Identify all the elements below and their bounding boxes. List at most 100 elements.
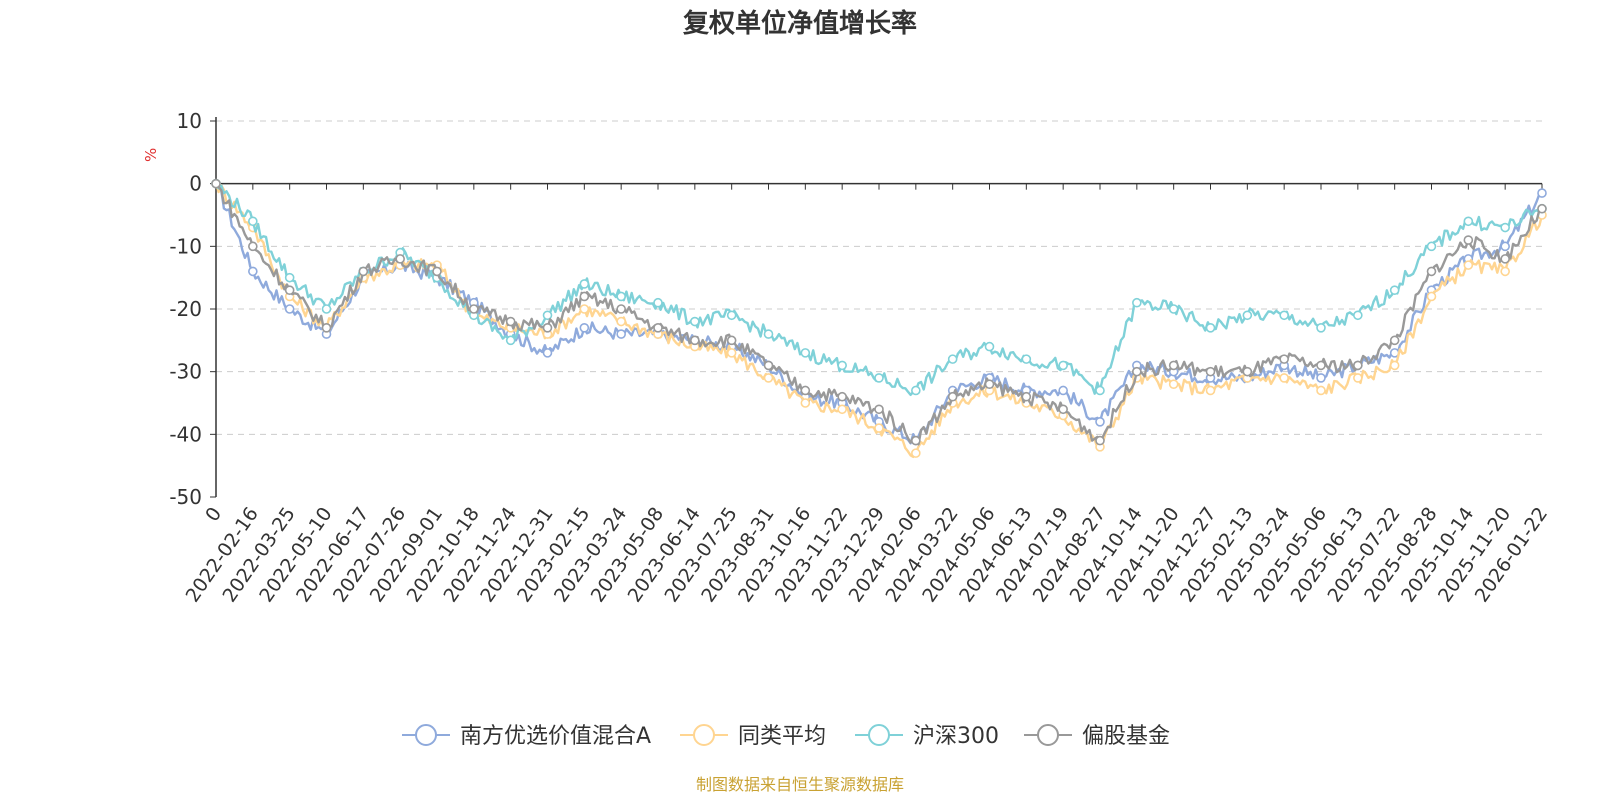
data-point bbox=[1168, 360, 1179, 371]
data-point bbox=[947, 354, 958, 364]
data-point bbox=[837, 404, 847, 415]
data-point bbox=[1426, 291, 1437, 302]
axes: 100-10-20-30-40-5002022-02-162022-03-252… bbox=[169, 109, 1552, 606]
data-point bbox=[1132, 366, 1142, 377]
data-point bbox=[505, 316, 516, 327]
data-point bbox=[1095, 416, 1105, 427]
data-point bbox=[1242, 310, 1253, 321]
y-tick-label: -10 bbox=[169, 234, 202, 258]
data-point bbox=[1463, 260, 1474, 270]
data-point bbox=[395, 254, 405, 264]
data-point bbox=[1500, 222, 1510, 233]
data-point bbox=[248, 266, 258, 277]
data-point bbox=[321, 304, 332, 314]
data-point bbox=[726, 348, 737, 358]
data-point bbox=[1426, 241, 1437, 252]
data-point bbox=[1426, 266, 1437, 277]
data-point bbox=[1132, 297, 1142, 308]
data-point bbox=[1279, 310, 1289, 321]
data-point bbox=[1168, 304, 1179, 314]
legend-item-3[interactable]: 偏股基金 bbox=[1024, 724, 1170, 749]
data-point bbox=[616, 291, 626, 302]
legend-item-2[interactable]: 沪深300 bbox=[855, 724, 999, 749]
data-point bbox=[1205, 385, 1216, 396]
data-point bbox=[284, 285, 295, 296]
data-point bbox=[284, 304, 295, 314]
data-point bbox=[284, 272, 295, 283]
data-point bbox=[505, 335, 516, 346]
data-point bbox=[1537, 188, 1547, 198]
data-point bbox=[1500, 254, 1510, 264]
data-point bbox=[248, 216, 258, 227]
data-point bbox=[911, 448, 921, 458]
data-point bbox=[1500, 266, 1510, 277]
data-point bbox=[1389, 360, 1400, 371]
data-point bbox=[653, 297, 663, 308]
data-point bbox=[616, 329, 626, 339]
data-point bbox=[874, 423, 884, 433]
data-point bbox=[984, 341, 995, 352]
data-point bbox=[911, 435, 921, 446]
legend[interactable]: 南方优选价值混合A 同类平均 沪深300 偏股基金 bbox=[402, 724, 1170, 749]
data-point bbox=[653, 322, 663, 333]
data-point bbox=[542, 310, 553, 321]
data-point bbox=[579, 291, 590, 302]
data-point bbox=[726, 310, 737, 321]
legend-label: 南方优选价值混合A bbox=[460, 724, 651, 749]
legend-marker-icon bbox=[415, 724, 437, 746]
series-line-0 bbox=[215, 182, 1543, 445]
data-point bbox=[616, 316, 626, 327]
y-axis-unit: % bbox=[142, 148, 160, 162]
data-point bbox=[1316, 385, 1326, 396]
data-point bbox=[763, 329, 774, 339]
y-tick-label: 0 bbox=[189, 172, 202, 196]
data-point bbox=[1205, 366, 1216, 377]
legend-item-0[interactable]: 南方优选价值混合A bbox=[402, 724, 651, 749]
data-source-note: 制图数据来自恒生聚源数据库 bbox=[696, 775, 904, 794]
data-point bbox=[800, 398, 811, 408]
data-point bbox=[1168, 379, 1179, 390]
data-point bbox=[763, 373, 774, 383]
data-point bbox=[1058, 385, 1068, 396]
data-point bbox=[616, 304, 626, 314]
legend-item-1[interactable]: 同类平均 bbox=[680, 724, 826, 749]
data-point bbox=[1279, 354, 1289, 364]
data-point bbox=[837, 391, 847, 402]
chart-title: 复权单位净值增长率 bbox=[683, 8, 917, 39]
data-point bbox=[947, 391, 958, 402]
data-point bbox=[1279, 373, 1289, 383]
data-point bbox=[763, 360, 774, 371]
data-point bbox=[542, 348, 553, 358]
x-tick-label: 0 bbox=[201, 503, 226, 526]
data-point bbox=[911, 385, 921, 396]
data-point bbox=[690, 316, 700, 327]
series-layer bbox=[211, 178, 1547, 459]
data-point bbox=[1021, 391, 1032, 402]
data-point bbox=[1353, 360, 1363, 371]
data-point bbox=[1205, 322, 1216, 333]
data-point bbox=[1389, 335, 1400, 346]
data-point bbox=[1095, 435, 1105, 446]
data-point bbox=[1500, 241, 1510, 252]
data-point bbox=[358, 266, 369, 277]
data-point bbox=[248, 241, 258, 252]
data-point bbox=[211, 178, 221, 189]
data-point bbox=[579, 322, 590, 333]
grid-lines bbox=[216, 120, 1542, 435]
data-point bbox=[1353, 310, 1363, 321]
data-point bbox=[432, 266, 442, 277]
legend-marker-icon bbox=[1037, 724, 1059, 746]
data-point bbox=[1537, 203, 1547, 214]
legend-label: 沪深300 bbox=[913, 724, 999, 749]
legend-label: 偏股基金 bbox=[1082, 724, 1170, 749]
y-tick-label: -20 bbox=[169, 297, 202, 321]
data-point bbox=[579, 304, 590, 314]
data-point bbox=[1463, 235, 1474, 245]
legend-marker-icon bbox=[693, 724, 715, 746]
y-tick-label: -30 bbox=[169, 360, 202, 384]
data-point bbox=[726, 335, 737, 346]
data-point bbox=[690, 335, 700, 346]
data-point bbox=[800, 348, 811, 358]
data-point bbox=[1353, 373, 1363, 383]
